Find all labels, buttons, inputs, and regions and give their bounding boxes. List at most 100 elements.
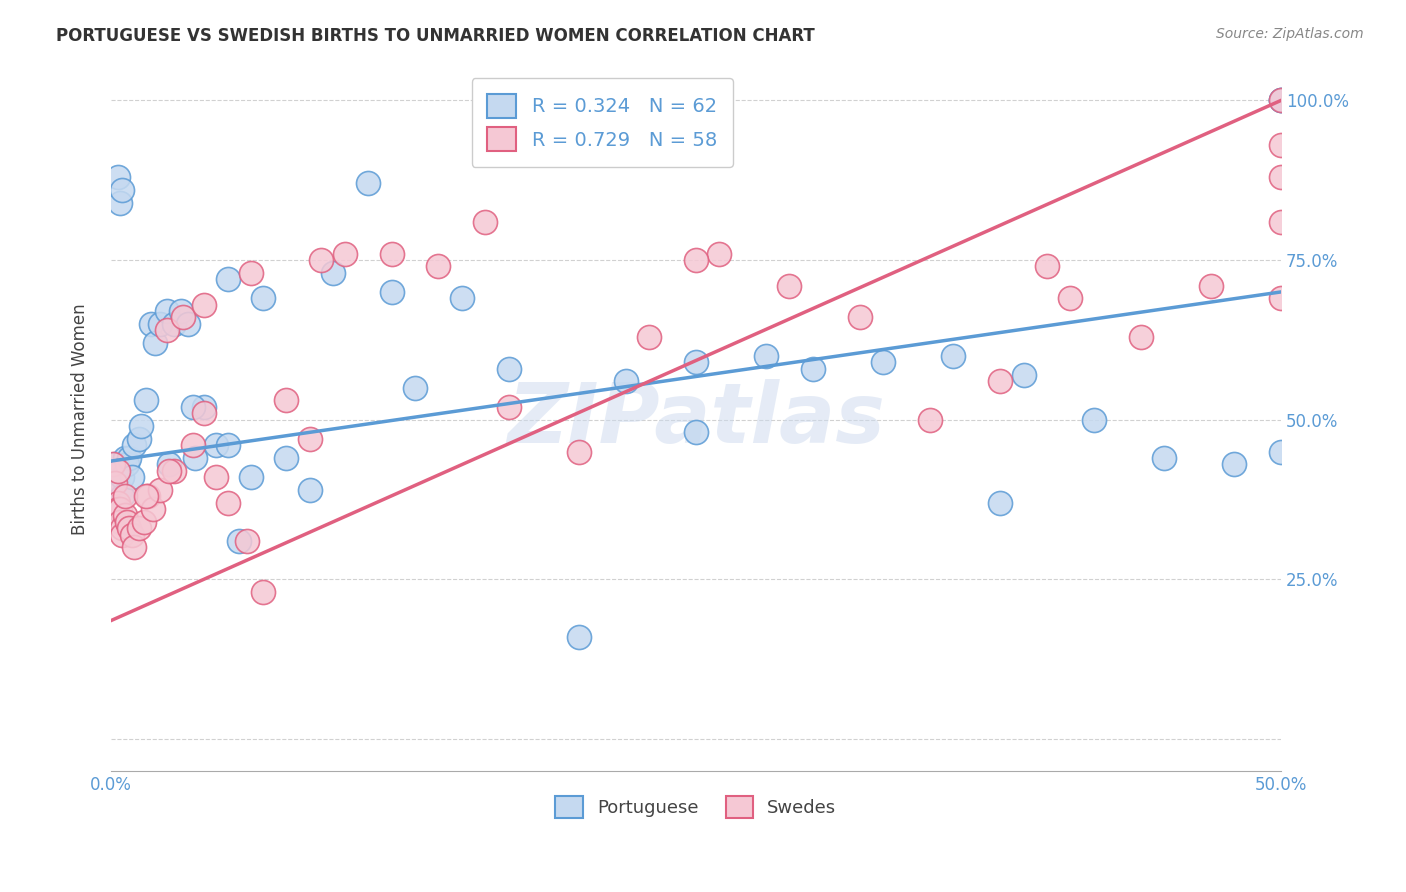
Point [240,266,263,280]
Y-axis label: Births to Unmarried Women: Births to Unmarried Women [72,304,89,535]
Point [217,272,239,286]
Point [157,458,180,472]
Point [111,470,134,484]
Point [107,464,129,478]
Point [157,464,180,478]
Point [135,489,157,503]
Point [568,444,591,458]
Point [121,527,143,541]
Point [1270,138,1292,153]
Point [404,381,426,395]
Point [205,438,228,452]
Point [1129,329,1152,343]
Point [1270,94,1292,108]
Point [848,310,870,325]
Point [1012,368,1035,382]
Point [184,450,207,465]
Point [111,527,134,541]
Point [357,177,380,191]
Point [107,464,129,478]
Point [252,585,274,599]
Point [139,317,162,331]
Point [381,285,404,299]
Point [779,278,801,293]
Point [149,483,172,497]
Point [1270,291,1292,305]
Point [685,253,707,268]
Point [193,400,215,414]
Text: PORTUGUESE VS SWEDISH BIRTHS TO UNMARRIED WOMEN CORRELATION CHART: PORTUGUESE VS SWEDISH BIRTHS TO UNMARRIE… [56,27,815,45]
Legend: Portuguese, Swedes: Portuguese, Swedes [548,789,844,825]
Point [122,541,145,555]
Point [149,317,172,331]
Point [1059,291,1081,305]
Point [107,495,129,509]
Point [177,317,200,331]
Point [132,515,155,529]
Point [108,515,131,529]
Point [108,195,131,210]
Point [872,355,894,369]
Text: ZIPatlas: ZIPatlas [508,379,884,460]
Point [170,304,193,318]
Point [498,361,520,376]
Point [101,458,124,472]
Point [1270,94,1292,108]
Point [298,483,321,497]
Point [276,393,298,408]
Point [193,298,215,312]
Point [115,515,138,529]
Point [333,246,356,260]
Text: Source: ZipAtlas.com: Source: ZipAtlas.com [1216,27,1364,41]
Point [163,317,186,331]
Point [1223,458,1246,472]
Point [181,400,204,414]
Point [498,400,520,414]
Point [122,438,145,452]
Point [114,450,136,465]
Point [104,476,127,491]
Point [988,495,1011,509]
Point [136,489,159,503]
Point [104,495,127,509]
Point [801,361,824,376]
Point [142,502,165,516]
Point [381,246,404,260]
Point [118,450,141,465]
Point [322,266,344,280]
Point [235,533,257,548]
Point [311,253,333,268]
Point [114,508,136,523]
Point [709,246,731,260]
Point [240,470,263,484]
Point [181,438,204,452]
Point [217,438,239,452]
Point [568,630,591,644]
Point [111,521,134,535]
Point [1270,444,1292,458]
Point [918,412,941,426]
Point [143,336,166,351]
Point [135,393,157,408]
Point [685,355,707,369]
Point [217,495,239,509]
Point [1153,450,1175,465]
Point [1199,278,1222,293]
Point [172,310,194,325]
Point [104,458,127,472]
Point [156,304,179,318]
Point [107,169,129,184]
Point [114,489,136,503]
Point [450,291,472,305]
Point [685,425,707,440]
Point [205,470,228,484]
Point [1270,94,1292,108]
Point [276,450,298,465]
Point [988,374,1011,388]
Point [638,329,661,343]
Point [298,432,321,446]
Point [108,502,131,516]
Point [108,464,131,478]
Point [228,533,250,548]
Point [101,476,124,491]
